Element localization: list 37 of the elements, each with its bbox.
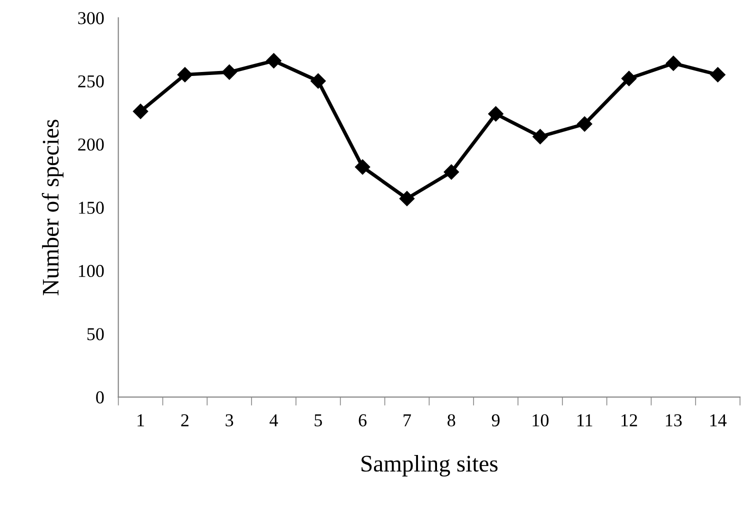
y-tick-label: 200 (78, 138, 104, 151)
x-axis-title: Sampling sites (362, 455, 498, 477)
x-tick-label: 6 (358, 414, 367, 426)
x-tick-label: 4 (270, 414, 278, 426)
x-tick-label: 14 (710, 414, 727, 426)
x-tick-label: 11 (577, 414, 592, 426)
x-tick-label: 8 (448, 414, 456, 426)
x-tick-label: 5 (314, 414, 322, 426)
point (666, 56, 681, 71)
point (532, 129, 548, 144)
point (577, 116, 592, 132)
point (355, 159, 370, 175)
point (177, 67, 193, 82)
x-tick-label: 1 (138, 414, 144, 426)
x-tick-label: 10 (532, 414, 549, 426)
point (621, 70, 637, 86)
point (488, 106, 504, 122)
x-tick-label: 7 (404, 414, 411, 426)
point (310, 73, 326, 89)
y-tick-label: 50 (87, 328, 104, 340)
y-tick-label: 0 (96, 391, 104, 404)
y-tick-label: 100 (78, 264, 104, 278)
y-axis-title: Number of species (42, 120, 64, 296)
y-tick-label: 250 (78, 75, 104, 88)
x-tick-label: 12 (622, 414, 638, 426)
y-tick-label: 300 (78, 12, 104, 24)
point (222, 64, 237, 80)
point (132, 104, 148, 119)
point (266, 53, 282, 68)
point (444, 164, 459, 180)
x-tick-label: 9 (492, 414, 500, 426)
point (710, 67, 726, 82)
y-tick-label: 150 (78, 202, 104, 214)
x-tick-label: 2 (181, 414, 188, 426)
x-tick-label: 3 (226, 414, 234, 426)
x-tick-label: 13 (666, 414, 682, 426)
point (399, 191, 415, 206)
